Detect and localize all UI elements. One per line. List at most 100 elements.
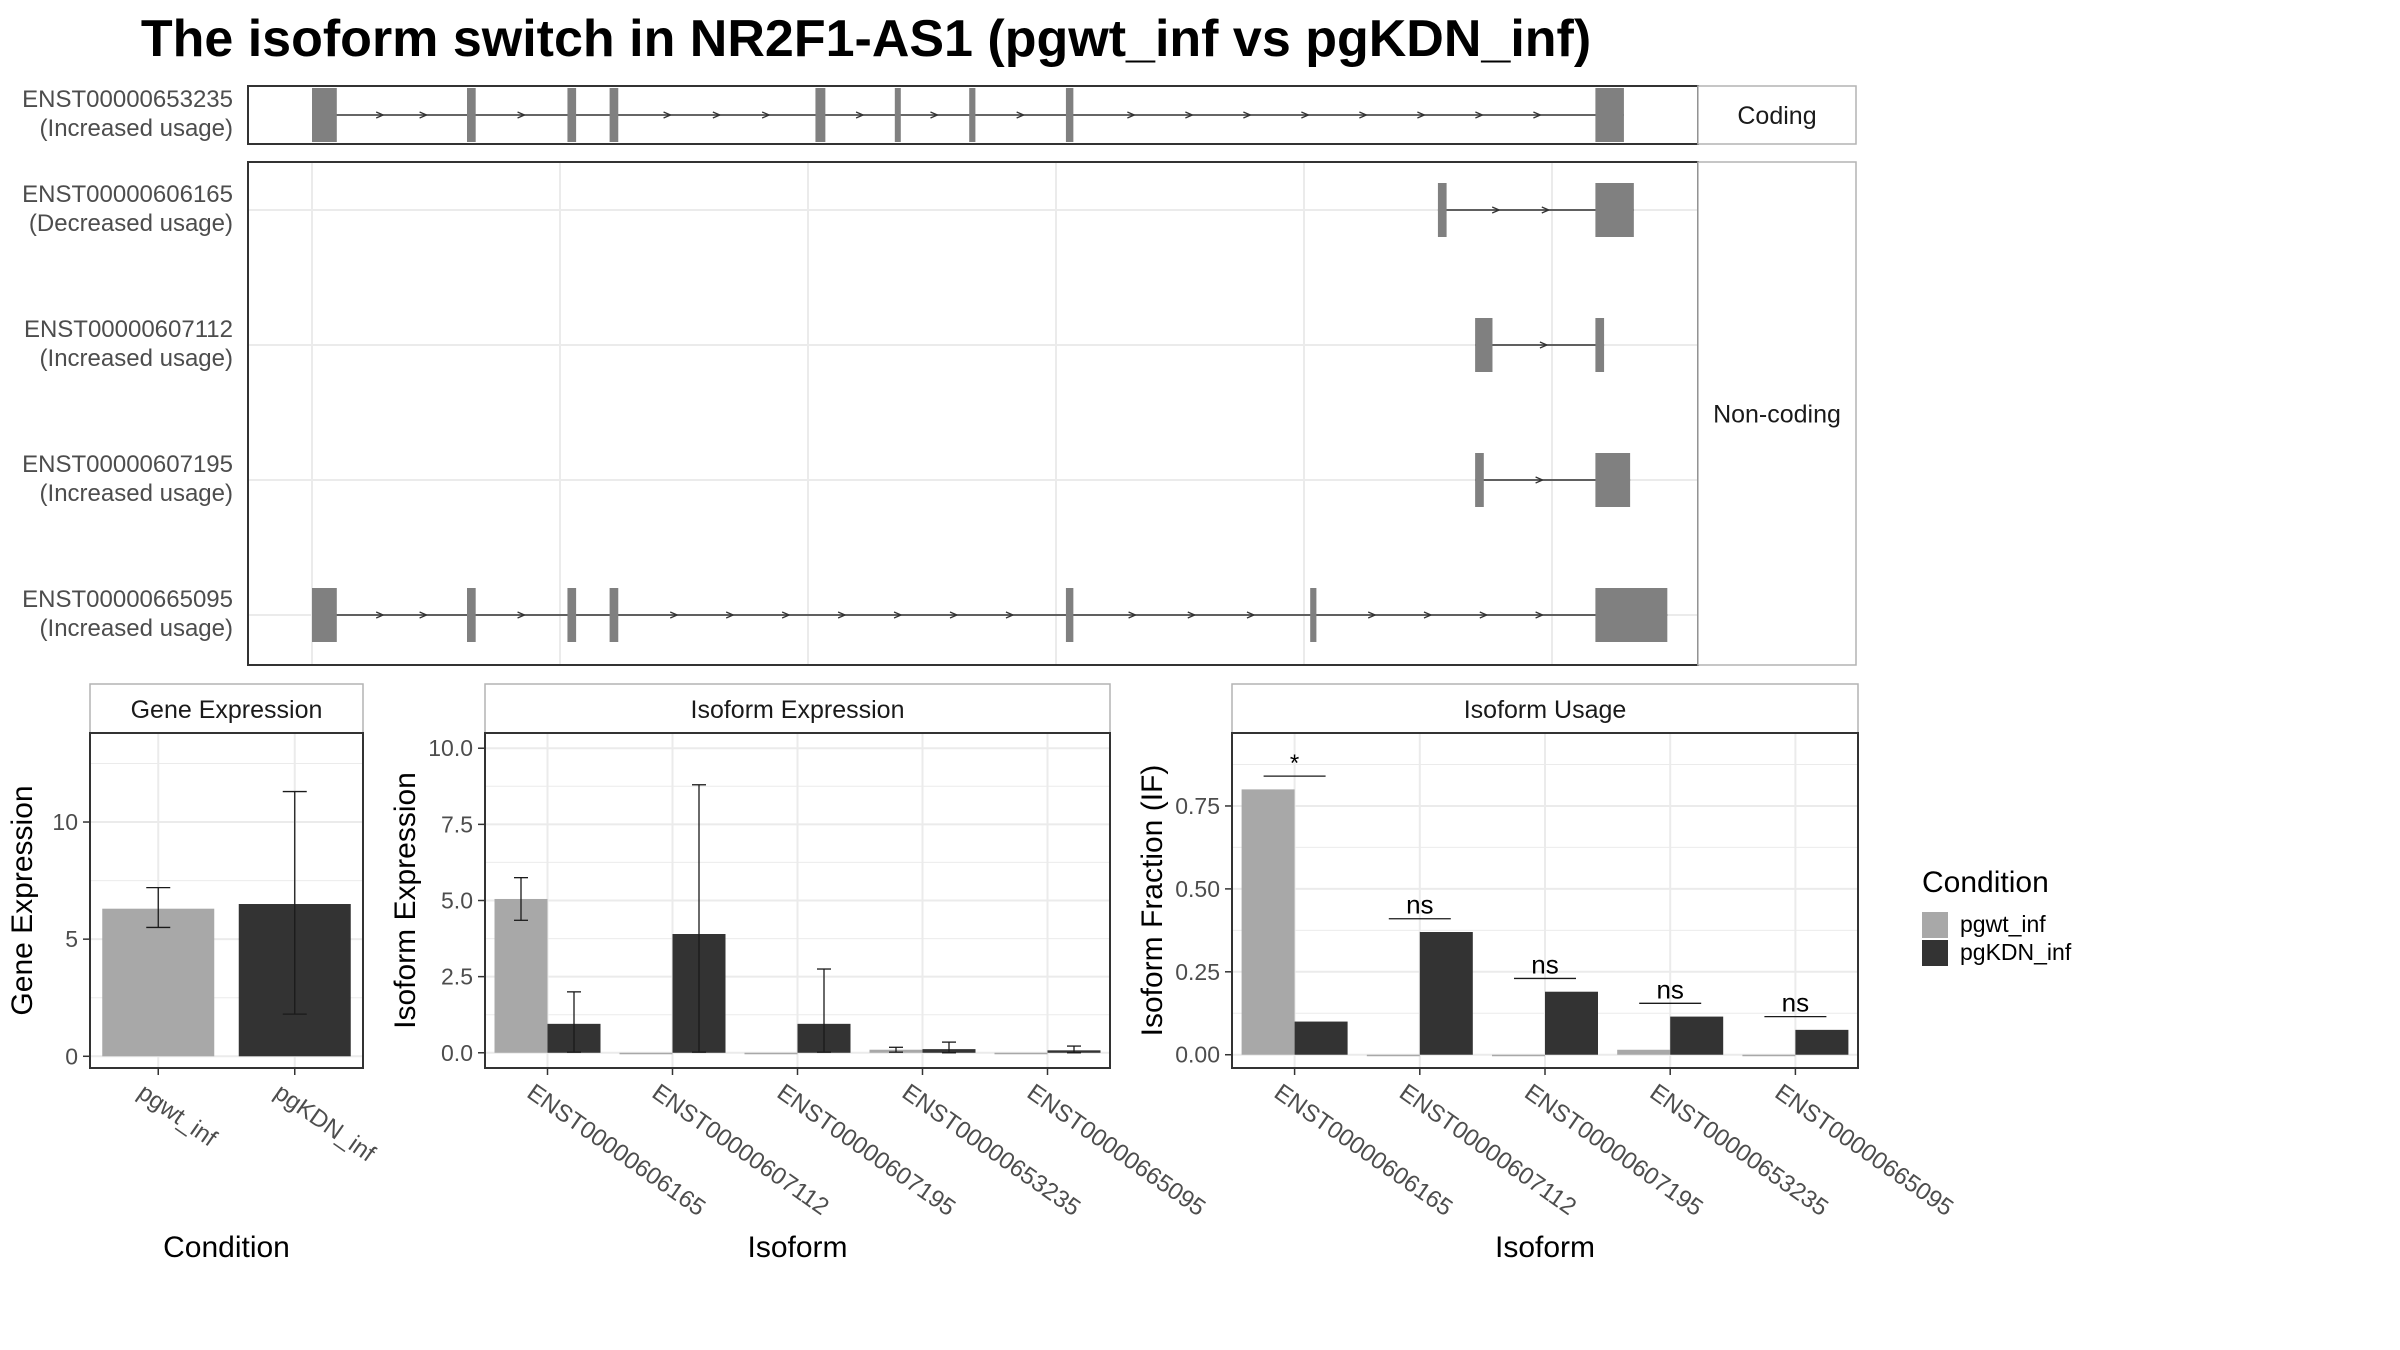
intron-arrow bbox=[855, 111, 865, 119]
bar-pgwt_inf bbox=[619, 1052, 673, 1055]
figure-title: The isoform switch in NR2F1-AS1 (pgwt_in… bbox=[141, 10, 1591, 68]
exon-block bbox=[1595, 88, 1624, 142]
intron-arrow bbox=[1128, 611, 1138, 619]
x-axis-title: Condition bbox=[163, 1231, 290, 1264]
intron-arrow bbox=[712, 111, 722, 119]
y-tick-label: 10 bbox=[52, 809, 78, 835]
panel-strip bbox=[89, 683, 364, 734]
exon-block bbox=[609, 88, 619, 142]
y-tick-label: 0.75 bbox=[1175, 793, 1220, 819]
intron-arrow bbox=[375, 111, 385, 119]
intron-arrow bbox=[930, 111, 940, 119]
intron-arrow bbox=[1243, 111, 1253, 119]
significance-label: ns bbox=[1782, 988, 1809, 1018]
bar-pgwt_inf bbox=[1617, 1049, 1671, 1055]
intron-arrow bbox=[1541, 206, 1551, 214]
bar-pgwt_inf bbox=[1492, 1054, 1545, 1057]
intron-arrow bbox=[893, 611, 903, 619]
legend-label: pgwt_inf bbox=[1960, 911, 2046, 937]
intron-arrow bbox=[1359, 111, 1369, 119]
bar-pgKDN_inf bbox=[1670, 1016, 1724, 1055]
bar-pgKDN_inf bbox=[1419, 932, 1473, 1055]
exon-block bbox=[312, 588, 337, 642]
exon-block bbox=[1310, 588, 1317, 642]
significance-label: ns bbox=[1656, 974, 1683, 1004]
structure-panel-bg bbox=[248, 162, 1698, 665]
intron-arrow bbox=[1539, 341, 1549, 349]
intron-arrow bbox=[1301, 111, 1311, 119]
panel-border bbox=[89, 732, 364, 1069]
y-axis-title: Isoform Expression bbox=[389, 772, 422, 1029]
significance-label: * bbox=[1290, 750, 1299, 777]
exon-block bbox=[894, 88, 901, 142]
y-tick-label: 5 bbox=[65, 926, 78, 952]
panel-title: Gene Expression bbox=[131, 696, 323, 724]
isoform-usage-label: (Increased usage) bbox=[40, 115, 233, 142]
panel-strip bbox=[1231, 683, 1859, 734]
bar-charts: Gene Expression 0 5 10 pgwt_inf pgKDN_inf Cond… bbox=[6, 683, 1958, 1264]
panel-title: Isoform Expression bbox=[691, 696, 905, 724]
facet-strip-label: Coding bbox=[1737, 102, 1816, 130]
facet-strip-label: Non-coding bbox=[1713, 401, 1841, 429]
legend-title: Condition bbox=[1922, 866, 2049, 899]
panel-title: Isoform Usage bbox=[1464, 696, 1627, 724]
exon-block bbox=[1595, 588, 1668, 642]
intron-arrow bbox=[1479, 611, 1489, 619]
x-tick-label: pgKDN_inf bbox=[269, 1079, 380, 1168]
exon-block bbox=[609, 588, 619, 642]
isoform-usage-label: (Increased usage) bbox=[40, 615, 233, 642]
y-tick-label: 0.0 bbox=[441, 1040, 473, 1066]
bar-pgwt_inf bbox=[494, 898, 548, 1053]
chart-panel-1: Gene Expression 0 5 10 pgwt_inf pgKDN_inf Cond… bbox=[6, 683, 380, 1264]
facet-strip bbox=[1697, 161, 1857, 666]
intron-arrow bbox=[1423, 611, 1433, 619]
intron-arrow bbox=[1417, 111, 1427, 119]
exon-block bbox=[969, 88, 976, 142]
x-axis-title: Isoform bbox=[1495, 1231, 1595, 1264]
bar-pgwt_inf bbox=[1366, 1054, 1420, 1057]
intron-arrow bbox=[837, 611, 847, 619]
bar-pgKDN_inf bbox=[1545, 991, 1598, 1055]
exon-block bbox=[1065, 88, 1074, 142]
significance-label: ns bbox=[1406, 890, 1433, 920]
bar-pgKDN_inf bbox=[1795, 1029, 1849, 1055]
facet-strip bbox=[1697, 85, 1857, 145]
legend-key-pgKDN_inf bbox=[1922, 940, 1948, 966]
intron-arrow bbox=[517, 111, 527, 119]
intron-arrow bbox=[725, 611, 735, 619]
isoform-usage-label: (Increased usage) bbox=[40, 480, 233, 507]
legend-key-pgwt_inf bbox=[1922, 912, 1948, 938]
isoform-usage-label: (Decreased usage) bbox=[29, 210, 233, 237]
y-axis-title: Gene Expression bbox=[6, 785, 39, 1015]
intron-arrow bbox=[1535, 476, 1545, 484]
isoform-structure-panel: ENST00000653235(Increased usage) CodingEN… bbox=[22, 85, 1857, 666]
chart-panel-2: Isoform Expression0.02.55.07.510.0ENST00… bbox=[389, 683, 1210, 1264]
isoform-id-label: ENST00000607112 bbox=[24, 316, 233, 343]
exon-block bbox=[1595, 183, 1634, 237]
significance-label: ns bbox=[1531, 949, 1558, 979]
intron-arrow bbox=[375, 611, 385, 619]
intron-arrow bbox=[1475, 111, 1485, 119]
intron-arrow bbox=[1367, 611, 1377, 619]
exon-block bbox=[467, 88, 476, 142]
bar-pgwt_inf bbox=[1241, 789, 1295, 1055]
isoform-id-label: ENST00000607195 bbox=[22, 451, 233, 478]
intron-arrow bbox=[1185, 111, 1195, 119]
y-tick-label: 2.5 bbox=[441, 964, 473, 990]
isoform-id-label: ENST00000606165 bbox=[22, 181, 233, 208]
intron-arrow bbox=[669, 611, 679, 619]
y-tick-label: 0.00 bbox=[1175, 1042, 1220, 1068]
intron-arrow bbox=[1491, 206, 1501, 214]
exon-block bbox=[567, 88, 577, 142]
legend-label: pgKDN_inf bbox=[1960, 939, 2072, 965]
bar-pgwt_inf bbox=[1742, 1054, 1796, 1057]
y-axis-title: Isoform Fraction (IF) bbox=[1136, 765, 1169, 1037]
exon-block bbox=[1475, 453, 1484, 507]
exon-block bbox=[815, 88, 826, 142]
intron-arrow bbox=[663, 111, 673, 119]
intron-arrow bbox=[517, 611, 527, 619]
y-tick-label: 5.0 bbox=[441, 888, 473, 914]
exon-block bbox=[467, 588, 476, 642]
